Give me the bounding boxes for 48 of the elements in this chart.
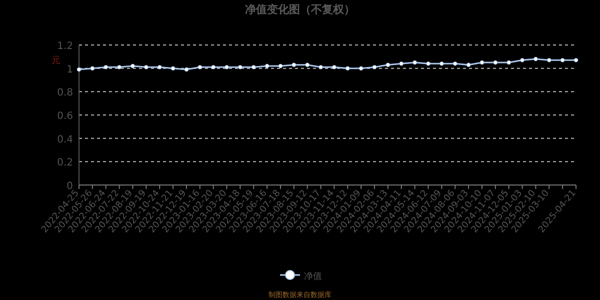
- point: [76, 67, 82, 72]
- point: [560, 58, 565, 62]
- point: [224, 65, 229, 70]
- point: [90, 66, 95, 70]
- y-tick-label: 0.2: [57, 158, 73, 169]
- point: [358, 66, 364, 70]
- point: [117, 65, 122, 70]
- y-tick-label: 1.2: [57, 41, 73, 52]
- point: [292, 62, 296, 67]
- point: [238, 65, 242, 70]
- point: [318, 65, 323, 70]
- point: [480, 60, 484, 65]
- point: [399, 62, 404, 66]
- point: [278, 64, 283, 68]
- legend-label: 净值: [304, 271, 322, 282]
- point: [534, 56, 538, 62]
- y-tick-label: 0.8: [57, 88, 73, 99]
- y-tick-label: 1: [66, 64, 73, 76]
- point: [130, 64, 135, 68]
- y-tick-label: 0.4: [57, 134, 73, 146]
- point: [574, 58, 578, 62]
- point: [493, 60, 498, 65]
- point: [170, 66, 176, 70]
- point: [211, 65, 216, 70]
- point: [426, 62, 430, 66]
- point: [198, 65, 202, 70]
- point: [440, 62, 444, 66]
- y-tick-label: 0: [66, 181, 73, 192]
- point: [520, 58, 524, 62]
- chart-title: 净值变化图（不复权）: [245, 3, 355, 16]
- y-axis-title: 元: [52, 55, 60, 66]
- point: [157, 65, 162, 70]
- point: [506, 60, 511, 65]
- point: [372, 65, 377, 70]
- point: [184, 67, 189, 72]
- point: [332, 65, 336, 70]
- point: [466, 62, 471, 67]
- point: [412, 60, 417, 65]
- point: [453, 62, 458, 66]
- point: [547, 58, 552, 62]
- point: [305, 62, 310, 67]
- y-tick-label: 0.6: [57, 111, 73, 122]
- point: [144, 65, 148, 70]
- point: [264, 64, 270, 68]
- point: [346, 66, 350, 70]
- point: [252, 65, 256, 70]
- point: [386, 62, 390, 67]
- point: [104, 65, 108, 70]
